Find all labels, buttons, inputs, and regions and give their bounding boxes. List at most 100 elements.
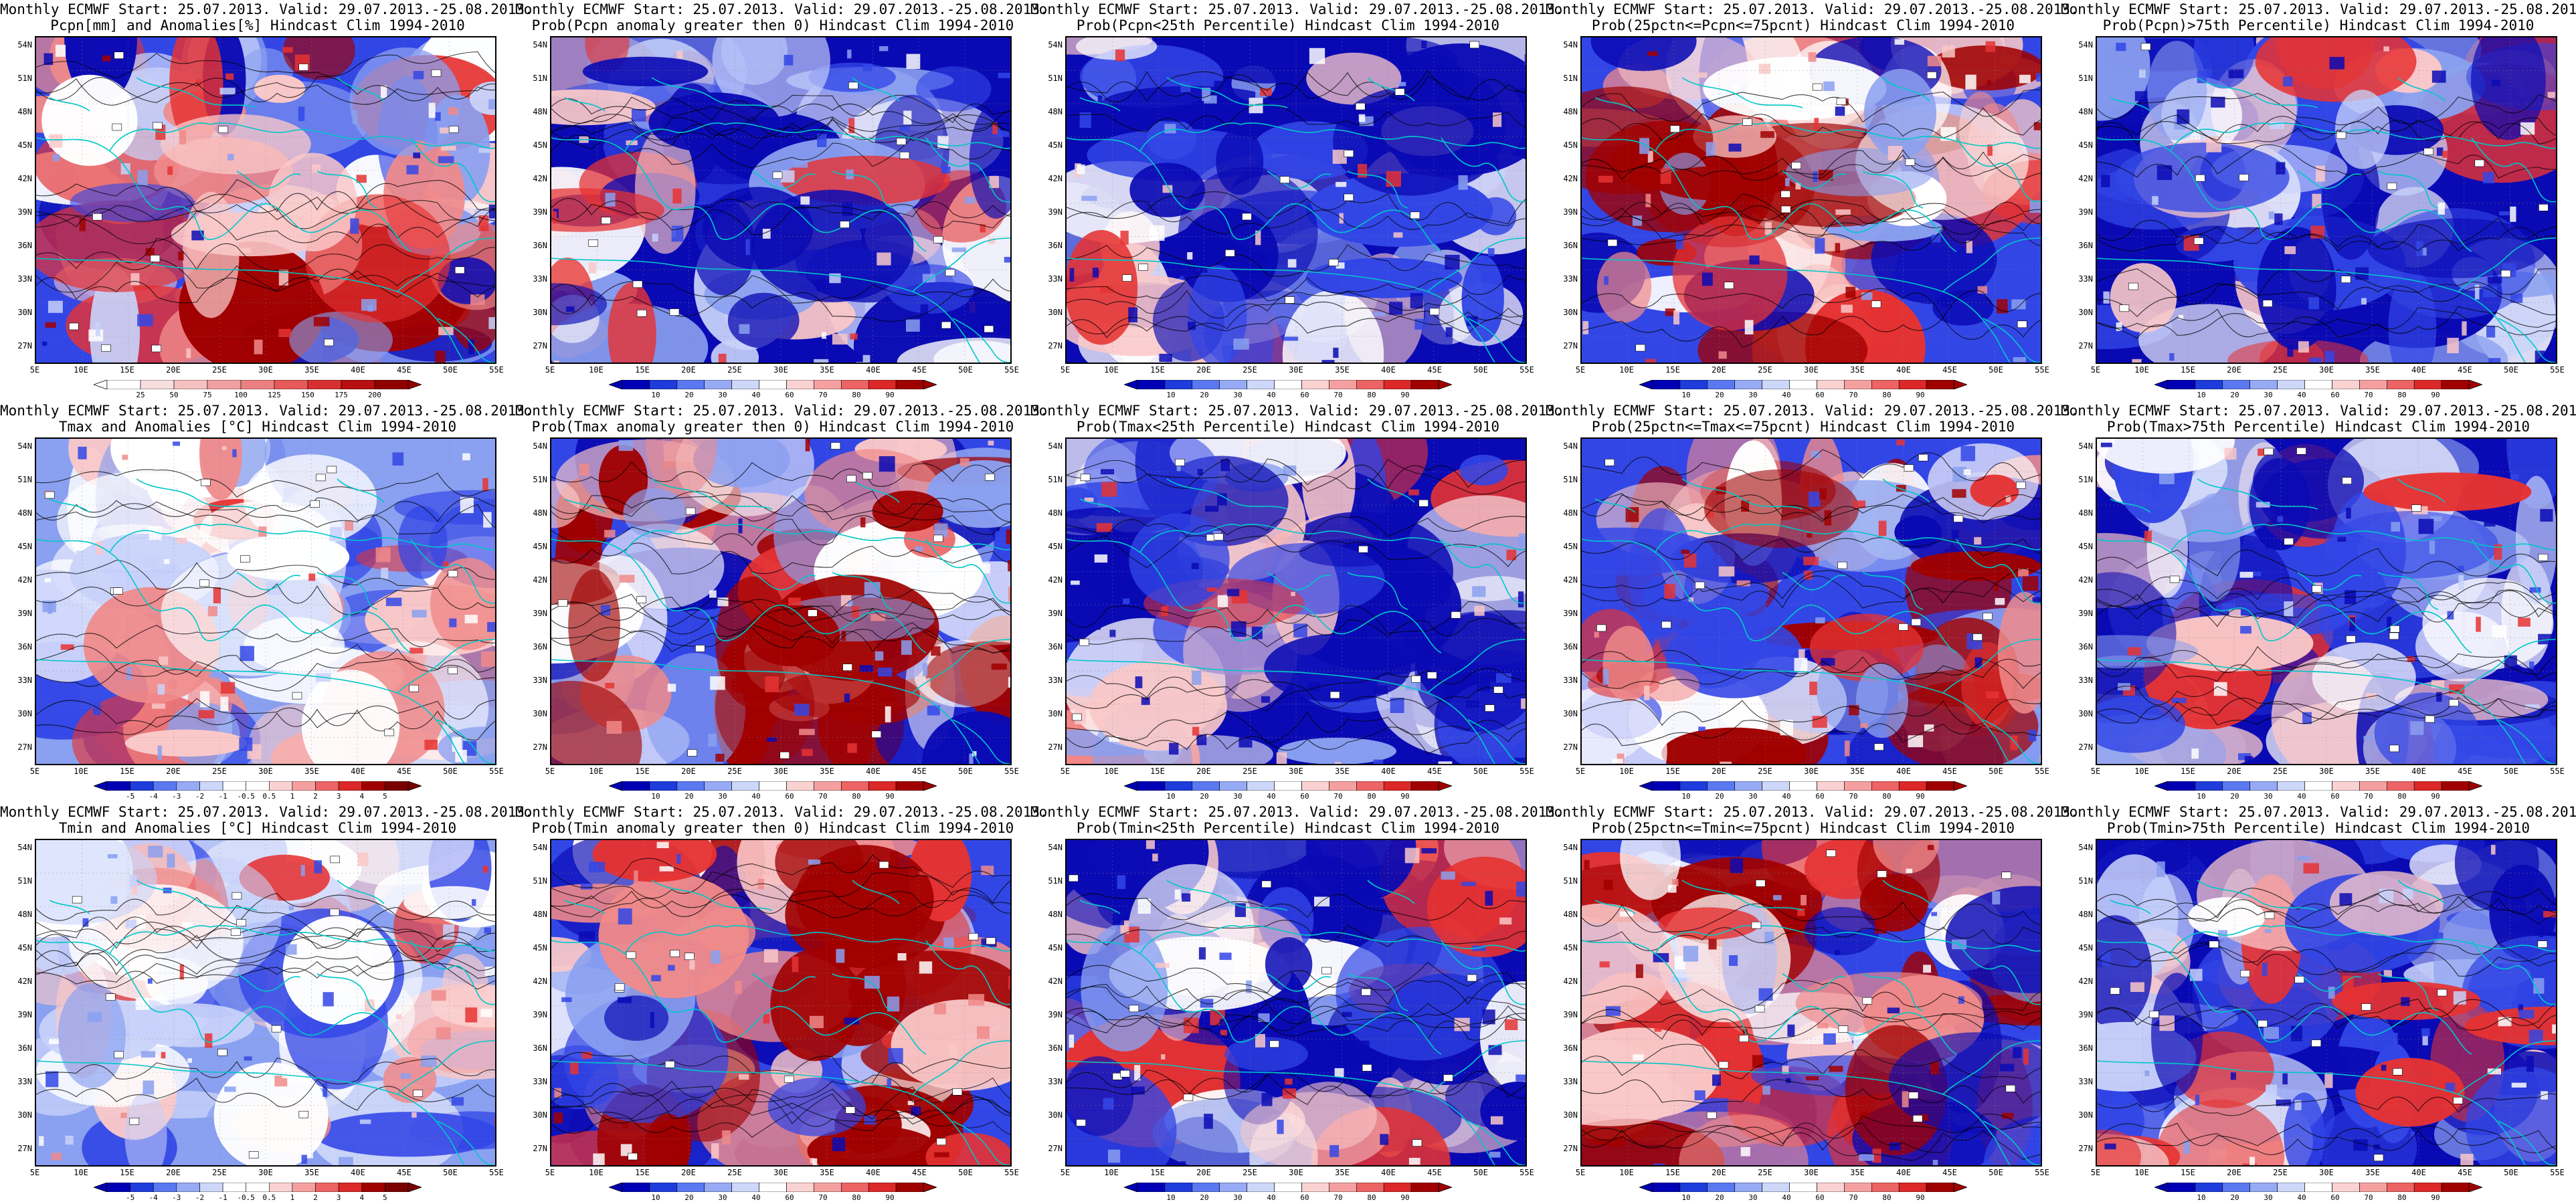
coastline xyxy=(410,940,495,1005)
field-cell xyxy=(858,37,868,47)
field-cell xyxy=(240,645,254,662)
contour-line xyxy=(551,593,1010,627)
field-cell xyxy=(448,107,458,115)
contour-value-box xyxy=(2240,970,2250,977)
field-cell xyxy=(879,456,895,472)
field-cell xyxy=(95,322,100,336)
longitude-label: 55E xyxy=(2035,1168,2049,1177)
field-cell xyxy=(2265,542,2270,548)
field-cell xyxy=(2151,485,2159,499)
coastline xyxy=(852,77,900,102)
field-cell xyxy=(2032,597,2041,603)
coastline xyxy=(2397,880,2446,904)
colorbar-segment xyxy=(140,380,175,389)
field-cell xyxy=(989,176,999,189)
colorbar-label: -0.5 xyxy=(237,792,255,801)
field-cell xyxy=(1728,143,1742,152)
colorbar-label: 90 xyxy=(2431,1193,2440,1202)
panel-title-line2: Prob(Tmin>75th Percentile) Hindcast Clim… xyxy=(2106,820,2531,836)
field-cell xyxy=(2258,448,2267,456)
contour-value-box xyxy=(2425,715,2435,723)
field-cell xyxy=(2102,950,2111,967)
field-cell xyxy=(1374,732,1380,740)
contour-line xyxy=(1582,901,2041,933)
field-cell xyxy=(1958,996,1964,1004)
contour-line xyxy=(1067,301,1526,334)
field-cell xyxy=(2224,447,2237,460)
field-cell xyxy=(1487,1106,1495,1120)
field-cell xyxy=(1518,533,1526,547)
field-cell xyxy=(1293,623,1307,637)
colorbar-label: 60 xyxy=(2330,792,2340,801)
field-cell xyxy=(1258,1013,1270,1022)
field-cell xyxy=(207,606,217,617)
contour-line xyxy=(1582,494,2041,522)
coastline xyxy=(1347,171,1408,209)
field-cell xyxy=(1008,587,1010,602)
map-frame xyxy=(2096,437,2557,765)
longitude-label: 40E xyxy=(351,767,365,776)
colorbar-segment xyxy=(1192,781,1220,791)
field-cell xyxy=(1261,1093,1273,1106)
field-patch xyxy=(770,948,860,1062)
colorbar-segment xyxy=(315,781,339,791)
field-cell xyxy=(1927,845,1934,850)
field-patch xyxy=(1855,663,1908,738)
longitude-label: 30E xyxy=(1289,767,1303,776)
latitude-label: 39N xyxy=(17,1010,32,1019)
field-cell xyxy=(49,134,63,148)
field-cell xyxy=(1841,304,1853,313)
contour-line xyxy=(36,469,495,498)
field-cell xyxy=(2264,1027,2279,1039)
field-cell xyxy=(858,1126,870,1136)
contour-line xyxy=(1067,686,1526,712)
field-patch xyxy=(127,1003,255,1047)
coastline xyxy=(49,498,90,513)
contour-value-box xyxy=(1898,623,1909,631)
field-cell xyxy=(107,854,118,859)
colorbar-label: -4 xyxy=(149,792,158,801)
contour-value-box xyxy=(684,952,695,961)
field-cell xyxy=(1809,682,1817,696)
field-cell xyxy=(1408,489,1419,496)
contour-value-box xyxy=(2311,1039,2322,1047)
field-cell xyxy=(2256,502,2270,508)
contour-line xyxy=(1067,726,1526,755)
latitude-label: 51N xyxy=(2078,876,2093,886)
field-cell xyxy=(2349,617,2355,631)
field-patch xyxy=(2367,218,2547,278)
coastline xyxy=(832,572,893,610)
longitude-label: 20E xyxy=(1712,767,1726,776)
field-patch xyxy=(568,569,620,682)
field-cell xyxy=(1665,308,1675,316)
colorbar-label: 5 xyxy=(383,1193,387,1202)
contour-line xyxy=(36,259,495,293)
field-cell xyxy=(2383,46,2389,52)
field-cell xyxy=(1787,1024,1795,1037)
field-patch xyxy=(442,954,488,1011)
contour-value-box xyxy=(2474,159,2485,167)
latitude-label: 27N xyxy=(1048,742,1063,752)
latitude-label: 48N xyxy=(2078,910,2093,919)
contour-value-box xyxy=(1751,921,1762,929)
latitude-label: 42N xyxy=(1048,174,1063,183)
coastline xyxy=(551,137,927,252)
longitude-label: 45E xyxy=(397,767,411,776)
colorbar-segment xyxy=(1871,1183,1900,1192)
latitude-label: 51N xyxy=(1048,74,1063,83)
coastline xyxy=(2097,1060,2526,1165)
contour-value-box xyxy=(248,1151,259,1159)
field-patch xyxy=(2255,37,2417,102)
field-cell xyxy=(435,350,446,363)
field-cell xyxy=(381,567,389,579)
colorbar-label: 70 xyxy=(2364,1193,2373,1202)
coastline xyxy=(1983,1120,2041,1165)
field-cell xyxy=(739,324,750,334)
field-patch xyxy=(1703,56,1887,120)
field-cell xyxy=(1191,563,1199,569)
coastline xyxy=(2110,498,2151,513)
coastline xyxy=(832,973,893,1011)
contour-value-box xyxy=(1837,561,1847,569)
contour-line xyxy=(1582,575,2041,609)
field-cell xyxy=(278,270,288,286)
